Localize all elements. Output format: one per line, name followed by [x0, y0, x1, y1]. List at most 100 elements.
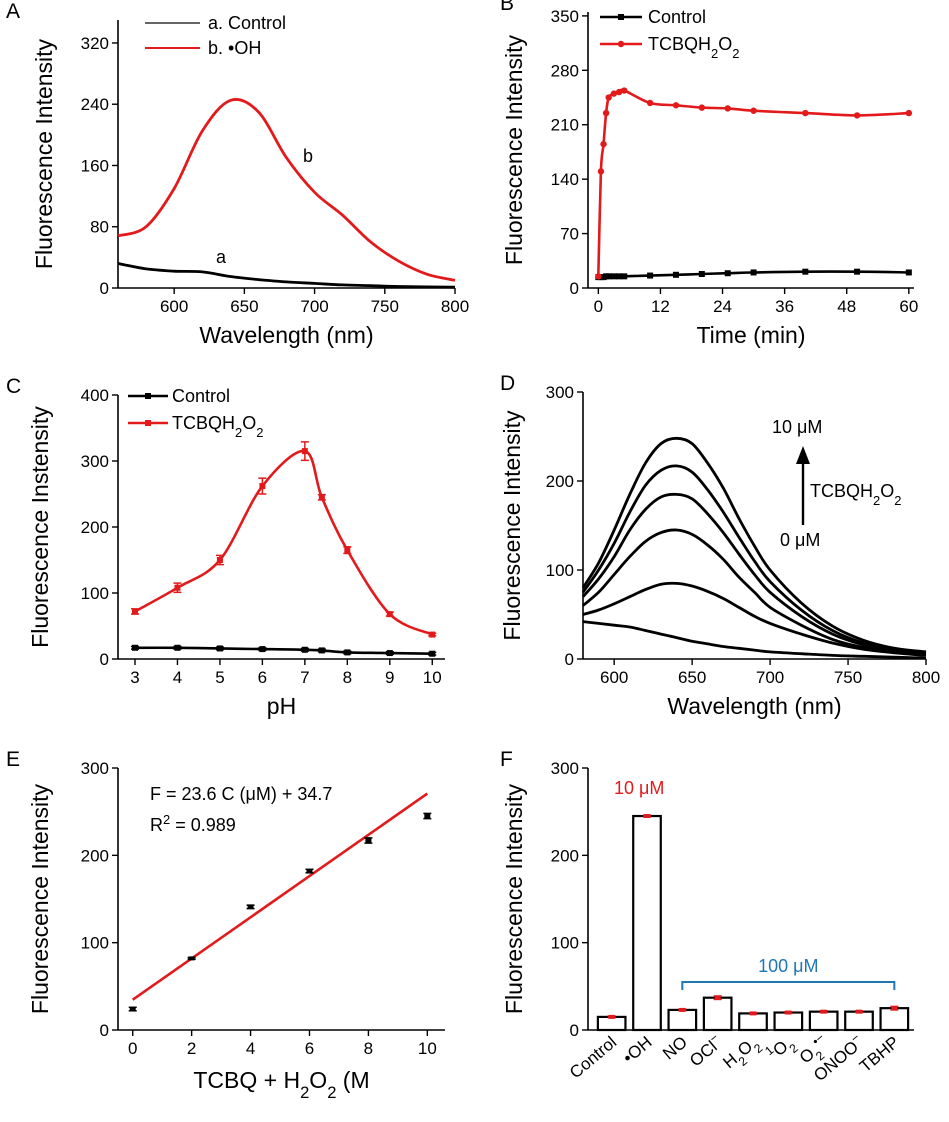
data-point	[802, 268, 809, 275]
x-tick-label: 12	[651, 297, 670, 316]
data-point	[672, 102, 680, 109]
y-axis-label: Fluorescence Intensity	[501, 34, 527, 265]
data-point	[853, 112, 861, 119]
x-axis-label-part: (	[336, 1067, 350, 1093]
y-tick-label: 320	[81, 34, 109, 53]
y-tick-label: 280	[551, 61, 579, 80]
y-tick-label: 300	[81, 759, 109, 778]
y-axis-label: Fluorescence Intensity	[27, 783, 53, 1014]
legend-marker	[145, 393, 151, 399]
x-tick-label: 750	[371, 297, 399, 316]
data-point	[301, 448, 308, 455]
legend-entry-part: 2	[235, 425, 242, 440]
bar-marker	[820, 1009, 827, 1014]
legend-entry: b. •OH	[208, 38, 261, 58]
x-tick-label: 48	[837, 297, 856, 316]
legend-entry-part: 2	[732, 46, 739, 61]
annotation-middle: TCBQH2O2	[810, 481, 901, 508]
x-tick-label: 5	[215, 668, 224, 687]
x-tick-label: 6	[258, 668, 267, 687]
data-point	[259, 483, 266, 490]
x-axis-label-part: O	[309, 1067, 327, 1093]
y-axis-label: Fluorescence Intensity	[499, 410, 525, 641]
fit-r2-part: 2	[163, 812, 170, 827]
y-tick-label: 100	[546, 561, 574, 580]
data-point	[429, 631, 436, 638]
bar-marker	[714, 995, 721, 1000]
data-point	[174, 644, 181, 651]
y-tick-label: 80	[90, 218, 109, 237]
data-point	[602, 109, 610, 117]
data-point	[216, 645, 223, 652]
x-tick-label: 7	[300, 668, 309, 687]
y-tick-label: 300	[551, 759, 579, 778]
y-tick-label: 100	[81, 584, 109, 603]
data-point	[306, 869, 313, 874]
fit-r2-part: R	[150, 815, 163, 835]
data-point	[301, 646, 308, 653]
data-point	[647, 272, 654, 279]
category-label-part: •−	[809, 1030, 827, 1048]
data-point	[174, 584, 181, 591]
y-tick-label: 100	[551, 934, 579, 953]
x-tick-label: 3	[130, 668, 139, 687]
x-axis-label: Time (min)	[696, 322, 805, 348]
y-tick-label: 0	[100, 1021, 109, 1040]
x-tick-label: 8	[343, 668, 352, 687]
bar-marker	[785, 1010, 792, 1015]
data-point	[672, 271, 679, 278]
data-point	[247, 904, 254, 909]
legend-entry: a. Control	[208, 13, 286, 33]
series-line	[134, 449, 433, 636]
data-point	[646, 99, 654, 107]
data-point	[802, 109, 809, 117]
curve-label: a	[216, 247, 227, 267]
legend-entry-part: 2	[711, 46, 718, 61]
legend-entry-part: TCBQ	[648, 34, 698, 54]
x-tick-label: 750	[834, 668, 862, 687]
y-axis-label: Fluorescence Intensity	[501, 783, 527, 1014]
data-point	[698, 104, 706, 111]
y-tick-label: 0	[100, 650, 109, 669]
legend-entry-part: O	[718, 34, 732, 54]
annotation-bracket	[681, 981, 896, 990]
data-point	[344, 649, 351, 656]
x-tick-label: 24	[713, 297, 732, 316]
data-point	[386, 650, 393, 657]
bar	[632, 814, 662, 1032]
annotation-bottom: 0 μM	[780, 530, 820, 550]
annotation-middle-part: H	[860, 481, 873, 501]
legend-entry-part: H	[222, 413, 235, 433]
data-point	[216, 557, 223, 563]
data-point	[905, 269, 912, 276]
x-tick-label: 9	[385, 668, 394, 687]
bar	[879, 1007, 910, 1032]
data-point	[131, 644, 138, 651]
panel-label: B	[500, 0, 514, 15]
data-point	[698, 271, 705, 278]
y-tick-label: 400	[81, 386, 109, 405]
x-tick-label: 10	[418, 1039, 437, 1058]
annotation-middle-part: O	[880, 481, 894, 501]
data-point	[188, 956, 195, 961]
legend-marker	[618, 14, 624, 20]
category-label: •OH	[619, 1033, 655, 1068]
y-axis-label: Fluorescence Instensity	[27, 406, 53, 648]
y-tick-label: 300	[81, 452, 109, 471]
panel-label: D	[500, 372, 515, 395]
data-point	[597, 168, 605, 175]
x-tick-label: 600	[160, 297, 188, 316]
x-tick-label: 650	[678, 668, 706, 687]
fit-line	[131, 792, 429, 1001]
category-label-part: TBHP	[856, 1033, 903, 1077]
panel-label: E	[6, 748, 20, 771]
y-axis-label: Fluorescence Intensity	[31, 38, 57, 269]
y-tick-label: 200	[546, 472, 574, 491]
data-point	[605, 273, 612, 280]
data-point	[750, 107, 757, 114]
data-point	[386, 611, 393, 618]
x-tick-label: 650	[230, 297, 258, 316]
legend-entry: TCBQH2O2	[648, 34, 739, 61]
y-tick-label: 200	[81, 846, 109, 865]
legend-marker	[145, 420, 151, 426]
